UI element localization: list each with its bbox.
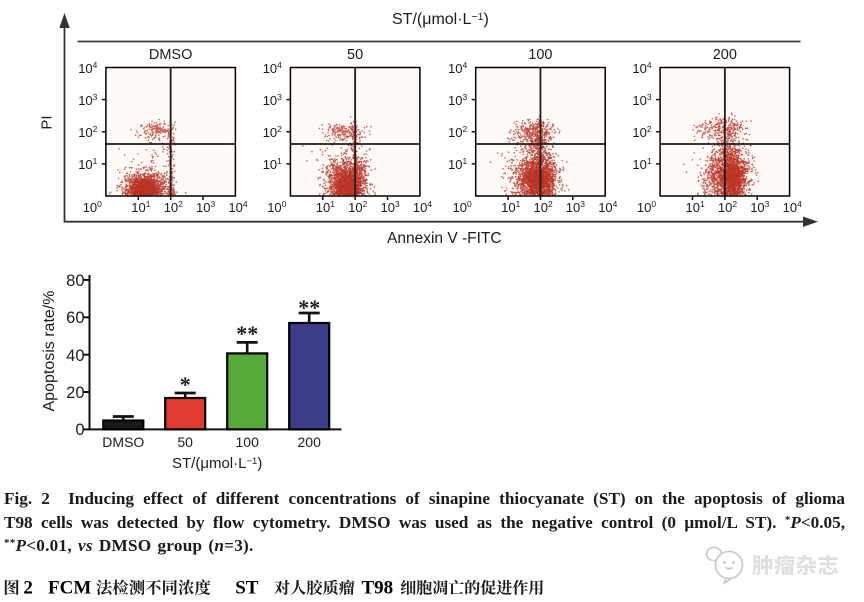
svg-text:FCM: FCM	[48, 578, 91, 599]
svg-text:ST: ST	[235, 578, 259, 599]
svg-text:T98: T98	[362, 578, 394, 599]
svg-text:2: 2	[23, 578, 33, 599]
